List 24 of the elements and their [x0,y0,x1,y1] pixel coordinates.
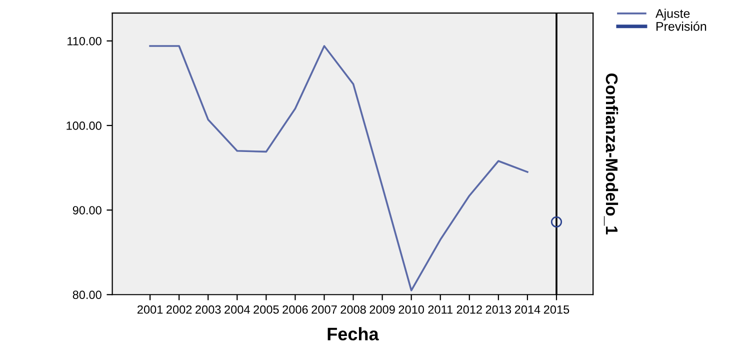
x-axis-title: Fecha [328,327,379,340]
x-tick-label: 2003 [196,305,221,314]
line-series [149,45,528,292]
y-tick-label: 90.00 [72,206,102,214]
x-tick-label: 2008 [340,305,366,314]
x-tick-label: 2002 [166,305,192,314]
x-tick-label: 2011 [428,305,452,314]
x-tick-label: 2014 [514,305,540,314]
y-tick-label: 100.00 [66,122,102,130]
x-tick-label: 2007 [312,305,337,314]
legend-label: Previsión [656,22,706,31]
x-tick-label: 2009 [370,305,395,314]
x-tick-label: 2010 [398,305,424,314]
y-axis-title: Confianza-Modelo_1 [604,73,618,234]
x-tick-label: 2013 [486,305,512,314]
y-tick-label: 80.00 [72,290,102,300]
x-tick-label: 2005 [254,305,279,314]
y-tick-label: 110.00 [68,36,102,46]
x-tick-label: 2015 [544,305,570,314]
x-tick-label: 2004 [224,305,250,314]
x-tick-label: 2006 [282,305,308,314]
x-tick-label: 2012 [456,305,482,314]
x-tick-label: 2001 [138,305,163,314]
legend-label: Ajuste [655,8,690,20]
